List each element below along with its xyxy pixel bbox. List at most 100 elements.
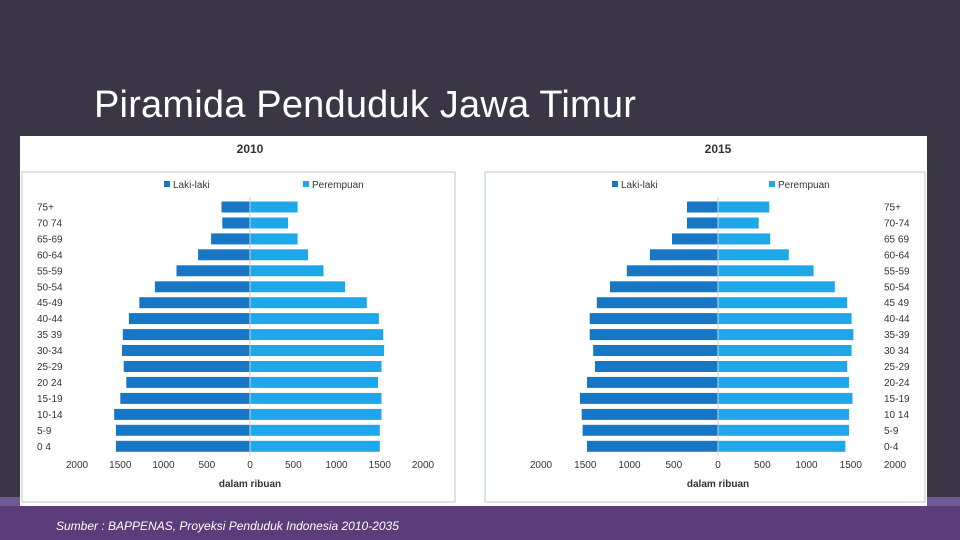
bar-female-10: [250, 361, 382, 372]
bar-male-2: [211, 233, 250, 245]
chart-image-frame: 2010 Laki-laki Perempuan 75+ 70 74 65-69 60-64…: [20, 136, 927, 506]
legend-swatch-female: [769, 181, 775, 187]
age-group-label: 50-54: [37, 282, 63, 293]
bar-female-11: [250, 376, 378, 388]
bar-female-1: [718, 217, 759, 229]
legend-label-male: Laki-laki: [621, 180, 658, 191]
bar-male-11: [587, 376, 718, 388]
bar-female-1: [250, 217, 289, 229]
legend-label-male: Laki-laki: [173, 180, 210, 191]
age-group-label: 65 69: [884, 234, 909, 245]
age-group-label: 35-39: [884, 330, 910, 341]
bar-male-12: [579, 392, 718, 404]
bar-female-7: [718, 313, 852, 325]
age-group-label: 35 39: [37, 330, 62, 341]
x-axis-label: dalam ribuan: [219, 479, 281, 490]
bar-female-6: [250, 297, 367, 309]
age-group-label: 60-64: [37, 250, 63, 261]
age-group-label: 45-49: [37, 298, 63, 309]
bar-male-13: [114, 408, 250, 420]
bar-male-10: [123, 361, 250, 372]
legend-swatch-male: [612, 181, 618, 187]
bar-male-0: [221, 201, 250, 213]
right-accent-bar: [927, 497, 960, 506]
x-tick-label: 500: [665, 460, 682, 471]
slide-title: Piramida Penduduk Jawa Timur: [94, 84, 637, 126]
bar-male-15: [587, 440, 718, 452]
bar-male-6: [596, 297, 718, 309]
x-tick-label: 1500: [369, 460, 392, 471]
x-tick-label: 1000: [795, 460, 818, 471]
bar-male-9: [122, 345, 250, 356]
x-tick-label: 2000: [530, 460, 553, 471]
x-tick-label: 1000: [325, 460, 348, 471]
age-group-label: 20 24: [37, 378, 62, 389]
age-group-label: 0 4: [37, 442, 51, 453]
bar-male-4: [626, 265, 718, 277]
age-group-label: 55-59: [884, 266, 910, 277]
bar-female-2: [718, 233, 771, 245]
age-group-label: 60-64: [884, 250, 910, 261]
age-group-label: 0-4: [884, 442, 899, 453]
x-tick-label: 2000: [884, 460, 907, 471]
legend-label-female: Perempuan: [778, 180, 830, 191]
bar-male-10: [595, 361, 718, 372]
age-group-label: 15-19: [884, 394, 910, 405]
bar-female-0: [718, 201, 770, 213]
chart-title: 2010: [237, 142, 264, 156]
bar-male-1: [222, 217, 250, 229]
x-axis-label: dalam ribuan: [687, 479, 749, 490]
age-group-label: 40-44: [884, 314, 910, 325]
x-tick-label: 500: [285, 460, 302, 471]
chart-title: 2015: [705, 142, 732, 156]
bar-male-2: [672, 233, 718, 245]
age-group-label: 25-29: [884, 362, 910, 373]
bar-female-4: [250, 265, 324, 277]
bar-male-7: [128, 313, 250, 325]
age-group-label: 10-14: [37, 410, 63, 421]
x-tick-label: 1500: [574, 460, 597, 471]
bar-male-11: [126, 376, 250, 388]
bar-male-3: [649, 249, 718, 261]
left-accent-bar: [0, 497, 20, 506]
pyramid-chart-2015: 2015 Laki-laki Perempuan 75+ 70-74 65 69 60-64…: [484, 142, 926, 503]
bar-female-12: [250, 392, 382, 404]
bar-female-13: [718, 408, 849, 420]
age-group-label: 75+: [37, 203, 54, 214]
bar-male-8: [122, 329, 250, 341]
bar-female-5: [250, 281, 346, 293]
x-tick-label: 1500: [109, 460, 132, 471]
bar-male-14: [582, 424, 718, 436]
bar-female-9: [250, 345, 385, 356]
bar-male-9: [593, 345, 718, 356]
age-group-label: 30 34: [884, 346, 909, 357]
age-group-label: 5-9: [884, 426, 899, 437]
bar-male-8: [589, 329, 718, 341]
bar-female-15: [718, 440, 846, 452]
age-group-label: 25-29: [37, 362, 63, 373]
x-tick-label: 1000: [152, 460, 175, 471]
x-tick-label: 1000: [618, 460, 641, 471]
bar-male-7: [589, 313, 718, 325]
bar-male-4: [176, 265, 250, 277]
legend-label-female: Perempuan: [312, 180, 364, 191]
x-tick-label: 0: [247, 460, 253, 471]
age-group-label: 45 49: [884, 298, 909, 309]
x-tick-label: 2000: [66, 460, 89, 471]
bar-female-7: [250, 313, 379, 325]
age-group-label: 40-44: [37, 314, 63, 325]
bar-male-12: [120, 392, 251, 404]
age-group-label: 20-24: [884, 378, 910, 389]
bar-male-1: [687, 217, 718, 229]
bar-female-15: [250, 440, 380, 452]
bar-female-5: [718, 281, 835, 293]
age-group-label: 30-34: [37, 346, 63, 357]
bar-male-3: [198, 249, 250, 261]
bar-female-14: [250, 424, 380, 436]
age-group-label: 10 14: [884, 410, 909, 421]
bar-male-13: [581, 408, 718, 420]
bar-female-14: [718, 424, 849, 436]
bar-female-0: [250, 201, 298, 213]
age-group-label: 50-54: [884, 282, 910, 293]
bar-female-2: [250, 233, 298, 245]
